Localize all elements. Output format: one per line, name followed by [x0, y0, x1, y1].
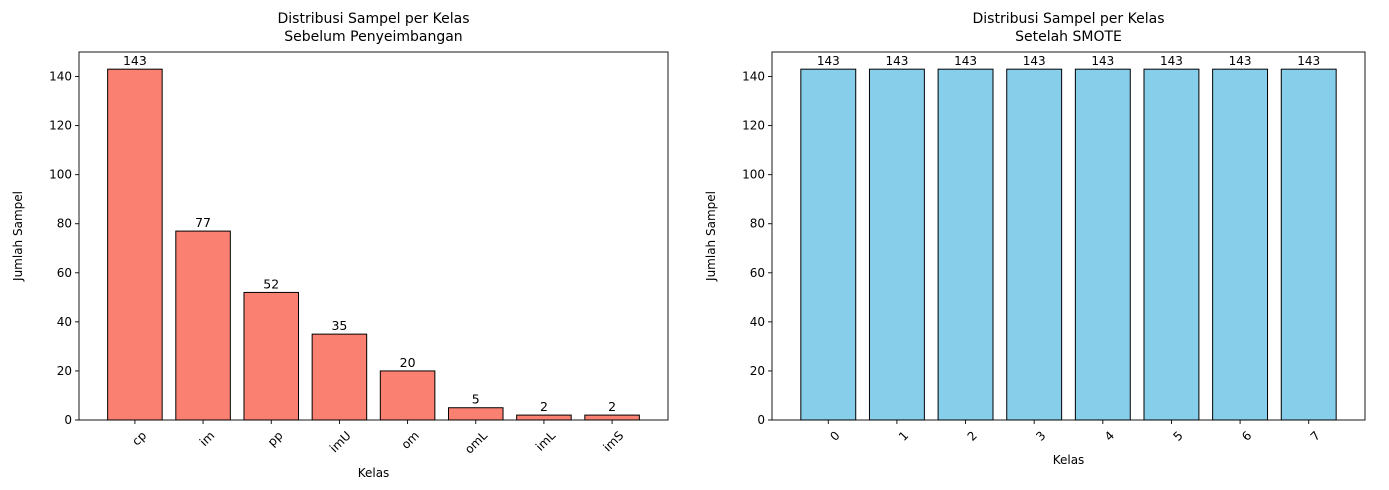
data-label: 77	[195, 215, 211, 230]
x-tick-label: omL	[462, 428, 490, 456]
bar	[1006, 68, 1063, 421]
y-tick-label: 0	[64, 413, 72, 427]
y-axis-label: Jumlah Sampel	[11, 191, 25, 282]
plot-frame	[771, 51, 1366, 421]
x-tick-label: 4	[1102, 428, 1117, 443]
bar	[311, 333, 368, 421]
plot-frame	[78, 51, 669, 421]
bar	[107, 68, 163, 421]
chart-after: Distribusi Sampel per Kelas Setelah SMOTE…	[704, 11, 1366, 467]
chart-before: Distribusi Sampel per Kelas Sebelum Penye…	[11, 11, 669, 480]
bar	[1280, 68, 1337, 421]
x-axis-label: Kelas	[358, 466, 390, 480]
y-tick-label: 40	[57, 315, 72, 329]
bar	[447, 407, 504, 421]
bar	[584, 414, 640, 421]
data-label: 143	[123, 53, 147, 68]
x-tick-label: 0	[827, 428, 842, 443]
bar	[1212, 68, 1269, 421]
bar	[379, 370, 436, 421]
x-axis-label: Kelas	[1053, 453, 1085, 467]
chart-title-line: Setelah SMOTE	[1015, 29, 1122, 45]
chart-title-line: Distribusi Sampel per Kelas	[277, 11, 469, 27]
x-tick-label: 6	[1239, 428, 1254, 443]
y-tick-label: 120	[49, 119, 72, 133]
data-label: 143	[1023, 54, 1046, 68]
x-tick-label: om	[399, 428, 422, 451]
y-tick-label: 20	[750, 364, 765, 378]
y-tick-label: 140	[49, 70, 72, 84]
y-tick-label: 20	[57, 364, 72, 378]
bar	[175, 230, 231, 421]
x-tick-label: im	[197, 428, 218, 449]
x-tick-label: 2	[965, 428, 980, 443]
bar	[1074, 68, 1131, 421]
data-label: 143	[1091, 54, 1114, 68]
bar	[800, 68, 857, 421]
y-tick-label: 0	[757, 413, 765, 427]
bar	[868, 68, 925, 421]
y-tick-label: 100	[742, 168, 765, 182]
y-tick-label: 80	[750, 217, 765, 231]
data-label: 2	[540, 399, 548, 414]
bar	[243, 291, 300, 421]
x-tick-label: imL	[533, 428, 558, 453]
x-tick-label: imU	[327, 428, 354, 455]
bar	[1143, 68, 1200, 421]
data-label: 143	[885, 54, 908, 68]
data-label: 2	[608, 399, 616, 414]
y-tick-label: 60	[750, 266, 765, 280]
data-label: 143	[1229, 54, 1252, 68]
y-tick-label: 80	[57, 217, 72, 231]
chart-title-line: Distribusi Sampel per Kelas	[972, 11, 1164, 27]
data-label: 35	[331, 318, 347, 333]
data-label: 143	[954, 54, 977, 68]
x-tick-label: 1	[896, 428, 911, 443]
x-tick-label: 7	[1308, 428, 1323, 443]
y-tick-label: 100	[49, 168, 72, 182]
x-tick-label: pp	[265, 428, 286, 449]
y-tick-label: 40	[750, 315, 765, 329]
data-label: 5	[472, 392, 480, 407]
x-tick-label: 3	[1033, 428, 1048, 443]
data-label: 143	[1160, 54, 1183, 68]
x-tick-label: cp	[129, 428, 149, 448]
y-tick-label: 140	[742, 70, 765, 84]
data-label: 20	[400, 355, 416, 370]
data-label: 143	[817, 54, 840, 68]
y-tick-label: 120	[742, 119, 765, 133]
y-axis-label: Jumlah Sampel	[704, 191, 718, 282]
bar	[516, 414, 572, 421]
y-tick-label: 60	[57, 266, 72, 280]
x-tick-label: imS	[601, 428, 627, 454]
chart-title-line: Sebelum Penyeimbangan	[284, 29, 462, 45]
data-label: 143	[1297, 54, 1320, 68]
x-tick-label: 5	[1170, 428, 1185, 443]
bar	[937, 68, 994, 421]
data-label: 52	[263, 276, 279, 291]
